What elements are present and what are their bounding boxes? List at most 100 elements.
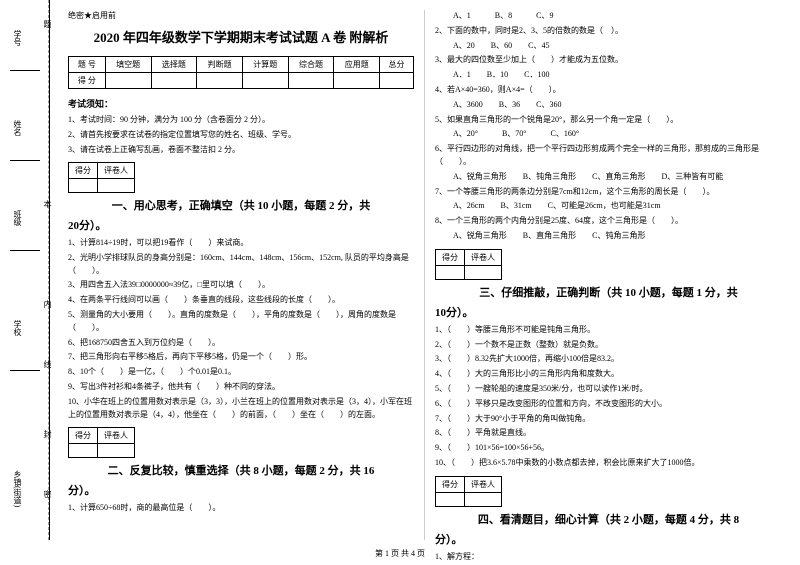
margin-label-banji: 班级 [12,210,23,226]
mini-cell [98,444,135,458]
grader-table: 得分评卷人 [68,427,135,458]
score-row-label: 得 分 [69,73,106,89]
notice-item: 2、请首先按要求在试卷的指定位置填写您的姓名、班级、学号。 [68,129,414,141]
grader-table: 得分评卷人 [68,162,135,193]
page-footer: 第 1 页 共 4 页 [0,548,800,559]
q-item: 7、（ ）大于90°小于平角的角叫做钝角。 [435,413,782,426]
q-item: 3、用四舍五入法39□0000000≈39亿，□里可以填（ ）。 [68,279,414,292]
score-cell [380,73,414,89]
q-item: 5、测量角的大小要用（ ）。直角的度数是（ ），平角的度数是（ ），周角的度数是… [68,309,414,335]
q-item: 2、光明小学排球队员的身高分别是：160cm、144cm、148cm、156cm… [68,252,414,278]
score-header: 综合题 [288,57,334,73]
q-item: 1、（ ）等腰三角形不可能是钝角三角形。 [435,324,782,337]
q-item: 8、（ ）平角就是直线。 [435,427,782,440]
notice-item: 1、考试时间：90 分钟，满分为 100 分（含卷面分 2 分）。 [68,114,414,126]
score-table: 题 号 填空题 选择题 判断题 计算题 综合题 应用题 总分 得 分 [68,56,414,89]
dash-label: 内 [42,300,53,308]
q-item: 4、在两条平行线间可以画（ ）条垂直的线段，这些线段的长度（ ）。 [68,294,414,307]
mini-cell: 得分 [436,476,465,492]
q-item: 5、（ ）一艘轮船的速度是350米/分，也可以读作1米/时。 [435,383,782,396]
score-header: 填空题 [105,57,151,73]
q-item: 1、计算650÷68时，商的最高位是（ ）。 [68,502,414,515]
mini-cell [436,492,465,506]
score-cell [197,73,243,89]
section2-tail: 分）。 [68,482,414,498]
dash-label: 密 [42,490,53,498]
mini-cell: 评卷人 [98,428,135,444]
score-cell [151,73,197,89]
opt-line: A、20° B、70° C、160° [453,128,782,141]
score-cell [288,73,334,89]
section1-title: 一、用心思考，正确填空（共 10 小题，每题 2 分，共 [68,197,414,213]
mini-cell [69,179,98,193]
section1-tail: 20分）。 [68,217,414,233]
opt-line: A、26cm B、31cm C、可能是26cm，也可能是31cm [453,200,782,213]
margin-underline [10,70,40,71]
secrecy-tag: 绝密★启用前 [68,10,414,21]
q-item: 3、（ ）8.32先扩大1000倍，再缩小100倍是83.2。 [435,353,782,366]
mini-cell: 评卷人 [465,249,502,265]
q-item: 6、（ ）平移只是改变图形的位置和方向，不改变图形的大小。 [435,398,782,411]
grader-table: 得分评卷人 [435,476,502,507]
mini-cell [98,179,135,193]
q-item: 4、若A×40=360，则A×4=（ ）。 [435,84,782,97]
opt-line: A、锐角三角形 B、直角三角形 C、钝角三角形 [453,230,782,243]
q-item: 1、计算814÷19时，可以把19看作（ ）来试商。 [68,237,414,250]
section4-tail: 分）。 [435,531,782,547]
opt-line: A、3600 B、36 C、360 [453,99,782,112]
score-header: 判断题 [197,57,243,73]
opt-line: A、1 B、8 C、9 [453,10,782,23]
margin-label-xingming: 姓名 [12,120,23,136]
score-cell [242,73,288,89]
mini-cell: 得分 [69,428,98,444]
score-header: 选择题 [151,57,197,73]
q-item: 7、把三角形向右平移5格后，再向下平移5格，仍是一个（ ）形。 [68,351,414,364]
score-header: 计算题 [242,57,288,73]
mini-cell [69,444,98,458]
q-item: 4、（ ）大的三角形比小的三角形内角和度数大。 [435,368,782,381]
q-item: 7、一个等腰三角形的两条边分别是7cm和12cm，这个三角形的周长是（ ）。 [435,186,782,199]
mini-cell: 得分 [436,249,465,265]
q-item: 6、把168750四舍五入到万位约是（ ）。 [68,337,414,350]
margin-label-xuehao: 学号 [12,30,23,46]
score-cell [105,73,151,89]
q-item: 10、小华在班上的位置用数对表示是（3，3），小兰在班上的位置用数对表示是（3，… [68,396,414,422]
q-item: 2、（ ）一个数不是正数（整数）就是负数。 [435,339,782,352]
binding-margin: 学号 姓名 班级 学校 乡镇(街道) 题 本 内 线 封 密 [0,0,50,540]
score-header: 总分 [380,57,414,73]
section3-tail: 10分）。 [435,304,782,320]
dash-label: 线 [42,360,53,368]
dash-label: 题 [42,20,53,28]
opt-line: A、20 B、60 C、45 [453,40,782,53]
mini-cell [436,265,465,279]
mini-cell [465,265,502,279]
q-item: 9、（ ）101×56=100×56+56。 [435,442,782,455]
content-area: 绝密★启用前 2020 年四年级数学下学期期末考试试题 A 卷 附解析 题 号 … [50,0,800,540]
margin-underline [10,160,40,161]
mini-cell: 评卷人 [98,163,135,179]
q-item: 6、平行四边形的对角线，把一个平行四边形剪成两个完全一样的三角形，那剪成的三角形… [435,143,782,169]
mini-cell: 得分 [69,163,98,179]
mini-cell: 评卷人 [465,476,502,492]
q-item: 8、10个（ ）是一亿，（ ）个0.01是0.1。 [68,366,414,379]
q-item: 8、一个三角形的两个内角分别是25度、64度，这个三角形是（ ）。 [435,215,782,228]
score-cell [334,73,380,89]
section2-title: 二、反复比较，慎重选择（共 8 小题，每题 2 分，共 16 [68,462,414,478]
sealing-dashed-line [48,0,49,540]
q-item: 9、写出3件衬衫和4条裤子，他共有（ ）种不同的穿法。 [68,381,414,394]
q-item: 3、最大的四位数至少加上（ ）才能成为五位数。 [435,54,782,67]
notice-title: 考试须知： [68,97,414,110]
section3-title: 三、仔细推敲，正确判断（共 10 小题，每题 1 分，共 [435,284,782,300]
q-item: 5、如果直角三角形的一个锐角是20°，那么另一个角一定是（ ）。 [435,114,782,127]
q-item: 10、（ ）把3.6×5.78中乘数的小数点都去掉，积会比原来扩大了1000倍。 [435,457,782,470]
notice-item: 3、请在试卷上正确写乱画，卷面不整洁扣 2 分。 [68,144,414,156]
margin-label-xiangzhen: 乡镇(街道) [12,470,23,507]
mini-cell [465,492,502,506]
dash-label: 本 [42,200,53,208]
left-column: 绝密★启用前 2020 年四年级数学下学期期末考试试题 A 卷 附解析 题 号 … [58,10,425,540]
margin-label-xuexiao: 学校 [12,320,23,336]
score-header: 题 号 [69,57,106,73]
right-column: A、1 B、8 C、9 2、下面的数中，同时是2、3、5的倍数的数是（ ）。 A… [425,10,792,540]
section4-title: 四、看清题目，细心计算（共 2 小题，每题 4 分，共 8 [435,511,782,527]
margin-underline [10,250,40,251]
